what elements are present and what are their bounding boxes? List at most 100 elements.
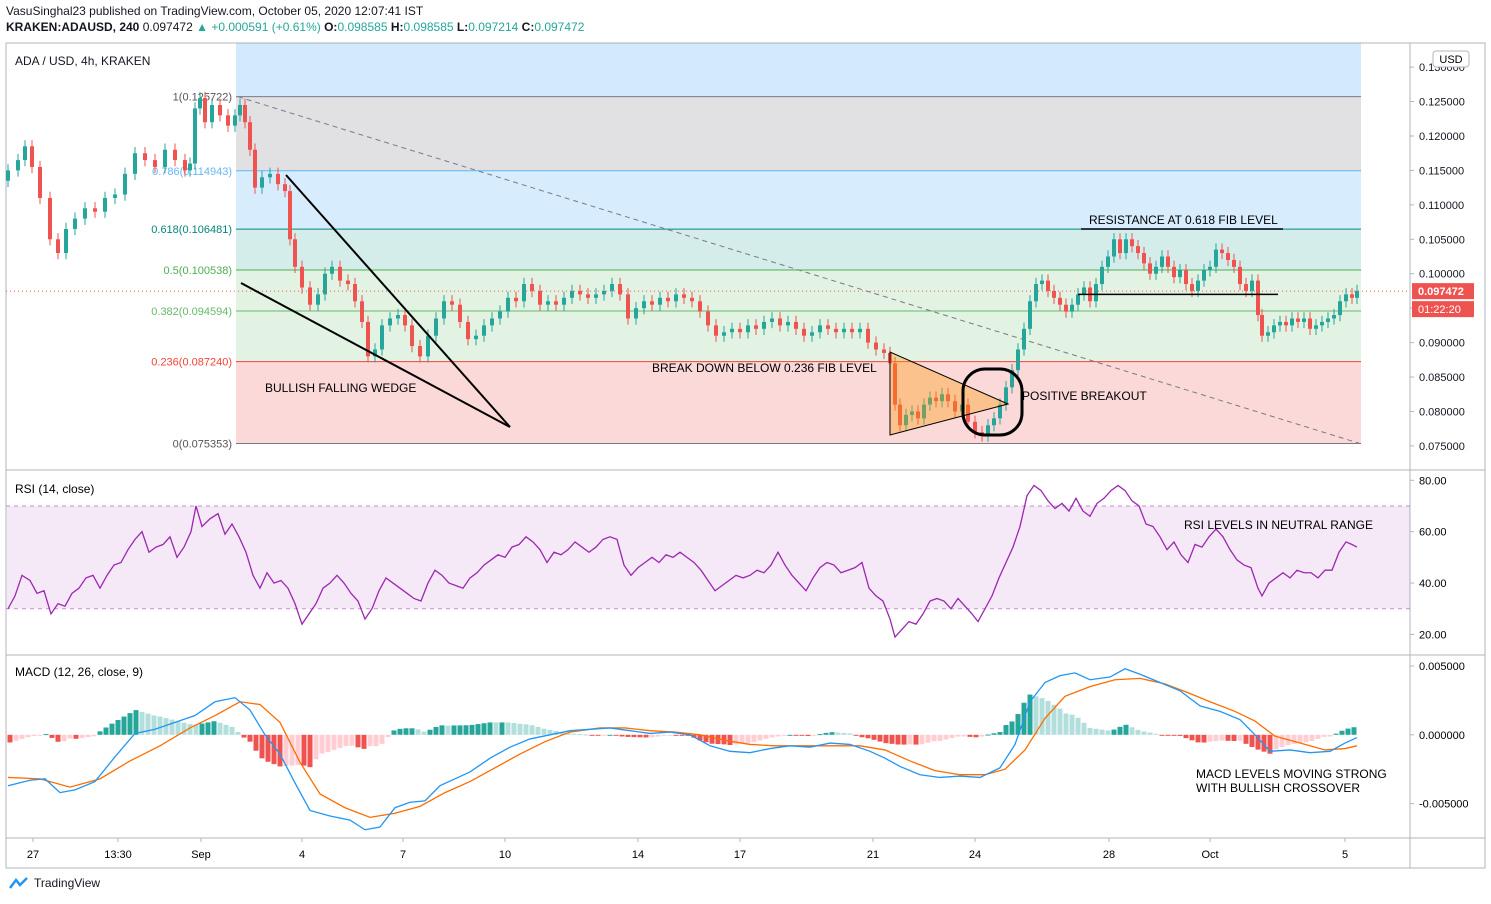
macd-histogram-bar <box>895 734 901 745</box>
rsi-tick-label: 40.00 <box>1419 578 1447 590</box>
macd-histogram-bar <box>1105 730 1111 735</box>
candle-body <box>338 266 342 281</box>
macd-histogram-bar <box>1051 704 1057 735</box>
candle-body <box>1058 297 1062 305</box>
macd-histogram-bar <box>277 734 283 767</box>
tradingview-footer[interactable]: TradingView <box>8 876 100 890</box>
candle-body <box>778 318 782 326</box>
candle-body <box>260 177 264 188</box>
fib-zone <box>236 96 1361 171</box>
macd-histogram-bar <box>769 734 775 738</box>
candle-body <box>418 346 422 357</box>
macd-histogram-bar <box>571 733 577 735</box>
candle-body <box>1314 325 1318 329</box>
candle-body <box>426 335 430 357</box>
macd-histogram-bar <box>367 734 373 747</box>
candle-body <box>1256 280 1260 316</box>
macd-histogram-bar <box>559 731 565 735</box>
price-tick-label: 0.080000 <box>1419 406 1465 418</box>
macd-histogram-bar <box>889 734 895 744</box>
candle-body <box>330 266 334 274</box>
time-tick-label: 10 <box>499 849 511 861</box>
annotation-breakdown: BREAK DOWN BELOW 0.236 FIB LEVEL <box>652 361 877 375</box>
macd-histogram-bar <box>541 728 547 735</box>
candle-body <box>73 218 77 229</box>
macd-histogram-bar <box>1201 734 1207 743</box>
macd-histogram-bar <box>205 722 211 735</box>
macd-histogram-bar <box>1225 734 1231 741</box>
macd-histogram-bar <box>1135 729 1141 735</box>
macd-histogram-bar <box>511 722 517 735</box>
macd-histogram-bar <box>505 722 511 735</box>
macd-histogram-bar <box>385 734 391 738</box>
candle-body <box>506 297 510 312</box>
rsi-tick-label: 80.00 <box>1419 475 1447 487</box>
annotation-rsi: RSI LEVELS IN NEUTRAL RANGE <box>1184 518 1373 532</box>
macd-histogram-bar <box>577 734 583 736</box>
price-tick-label: 0.120000 <box>1419 131 1465 143</box>
macd-histogram-bar <box>175 721 181 735</box>
macd-histogram-bar <box>931 734 937 742</box>
candle-body <box>1226 253 1230 260</box>
candle-body <box>953 401 957 412</box>
macd-histogram-bar <box>265 734 271 762</box>
candle-body <box>1220 249 1224 254</box>
macd-histogram-bar <box>115 720 121 735</box>
macd-histogram-bar <box>1267 734 1273 754</box>
rsi-line <box>7 484 1358 639</box>
annotation-resistance: RESISTANCE AT 0.618 FIB LEVEL <box>1089 213 1278 227</box>
symbol-label[interactable]: KRAKEN:ADAUSD, 240 <box>6 20 140 34</box>
macd-histogram-bar <box>145 713 151 735</box>
candle-body <box>23 146 27 161</box>
macd-histogram-bar <box>151 715 157 735</box>
chart-frame <box>5 42 1486 869</box>
macd-histogram-bar <box>271 734 277 765</box>
macd-histogram-bar <box>13 734 19 741</box>
price-tick-label: 0.105000 <box>1419 234 1465 246</box>
candle-body <box>346 280 350 285</box>
macd-histogram-bar <box>799 734 805 736</box>
high-label: H: <box>390 20 404 34</box>
macd-histogram-bar <box>553 730 559 735</box>
macd-histogram-bar <box>481 723 487 735</box>
candle-body <box>940 394 944 402</box>
macd-histogram-bar <box>109 723 115 735</box>
candle-body <box>1070 304 1074 312</box>
candle-body <box>1046 280 1050 291</box>
macd-histogram-bar <box>613 734 619 736</box>
macd-histogram-bar <box>1195 734 1201 743</box>
candle-body <box>786 321 790 326</box>
macd-histogram-bar <box>1243 734 1249 744</box>
candle-body <box>353 284 357 302</box>
macd-histogram-bar <box>199 723 205 735</box>
candle-body <box>1302 318 1306 322</box>
candle-body <box>866 328 870 343</box>
macd-histogram-bar <box>343 734 349 746</box>
macd-histogram-bar <box>685 734 691 736</box>
macd-histogram-bar <box>655 734 661 737</box>
candle-body <box>16 160 20 171</box>
candle-body <box>1160 256 1164 267</box>
macd-histogram-bar <box>823 732 829 735</box>
candle-body <box>56 239 60 254</box>
candle-body <box>218 104 222 116</box>
candle-body <box>722 332 726 336</box>
candle-body <box>123 173 127 195</box>
candle-body <box>434 318 438 336</box>
macd-histogram-bar <box>331 734 337 750</box>
macd-histogram-bar <box>439 725 445 735</box>
macd-histogram-bar <box>745 734 751 744</box>
macd-histogram-bar <box>43 734 49 736</box>
macd-histogram-bar <box>61 734 67 742</box>
time-tick-label: 4 <box>299 849 305 861</box>
publisher-line: VasuSinghal23 published on TradingView.c… <box>6 4 423 18</box>
macd-histogram-bar <box>121 716 127 735</box>
candle-body <box>268 173 272 178</box>
macd-histogram-bar <box>1237 734 1243 741</box>
macd-histogram-bar <box>409 728 415 735</box>
candle-body <box>1094 284 1098 302</box>
candle-body <box>1010 370 1014 388</box>
macd-histogram-bar <box>451 725 457 735</box>
candle-body <box>966 404 970 422</box>
